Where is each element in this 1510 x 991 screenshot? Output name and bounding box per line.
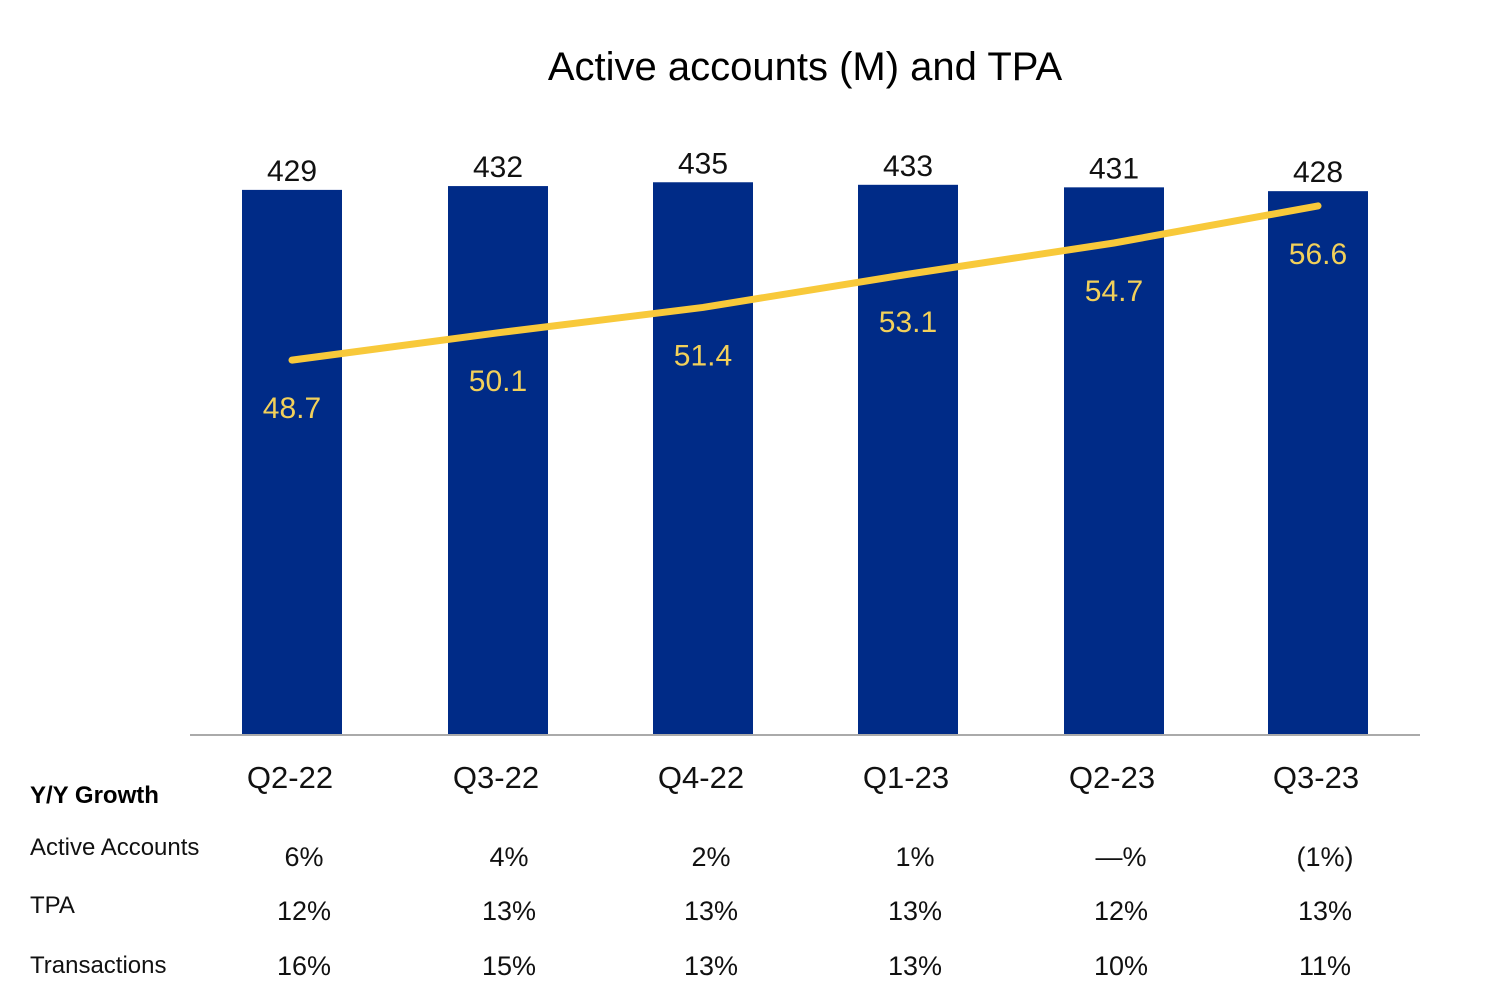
growth-value: 6% (284, 842, 323, 872)
x-tick-label: Q1-23 (863, 760, 949, 795)
tpa-label: 53.1 (879, 306, 937, 339)
x-tick-label: Q2-23 (1069, 760, 1155, 795)
growth-value: 13% (684, 951, 738, 981)
growth-value: 15% (482, 951, 536, 981)
x-tick-label: Q3-23 (1273, 760, 1359, 795)
growth-row-label: TPA (30, 892, 75, 919)
bar-label: 429 (267, 155, 317, 188)
x-tick-labels: Q2-22 Q3-22 Q4-22 Q1-23 Q2-23 Q3-23 (247, 760, 1359, 795)
growth-value: 10% (1094, 951, 1148, 981)
growth-row-label: Transactions (30, 952, 167, 979)
bar-label: 428 (1293, 156, 1343, 189)
bar-label: 432 (473, 151, 523, 184)
growth-value: 16% (277, 951, 331, 981)
tpa-label: 48.7 (263, 392, 321, 425)
growth-row-label: Active Accounts (30, 834, 199, 861)
bar-Q2-23 (1064, 187, 1164, 736)
bar-Q3-22 (448, 186, 548, 735)
growth-value: 12% (277, 896, 331, 926)
bar-Q3-23 (1268, 191, 1368, 735)
tpa-label: 50.1 (469, 365, 527, 398)
growth-value: 13% (684, 896, 738, 926)
tpa-line-layer: 48.7 50.1 51.4 53.1 54.7 56.6 (263, 202, 1347, 425)
growth-table: Y/Y Growth Active Accounts 6% 4% 2% 1% —% (1%)… (30, 782, 1354, 981)
growth-value: (1%) (1296, 842, 1353, 872)
tpa-label: 54.7 (1085, 275, 1143, 308)
bar-label: 433 (883, 150, 933, 183)
growth-value: 13% (888, 896, 942, 926)
growth-value: 13% (1298, 896, 1352, 926)
x-tick-label: Q2-22 (247, 760, 333, 795)
bar-Q2-22 (242, 189, 342, 736)
tpa-line (288, 202, 1322, 364)
bars: 429 432 435 433 431 428 (242, 147, 1368, 736)
x-tick-label: Q3-22 (453, 760, 539, 795)
x-tick-label: Q4-22 (658, 760, 744, 795)
growth-value: 13% (888, 951, 942, 981)
growth-value: —% (1095, 842, 1146, 872)
growth-table-header: Y/Y Growth (30, 782, 159, 809)
chart-title: Active accounts (M) and TPA (548, 45, 1063, 89)
tpa-label: 56.6 (1289, 238, 1347, 271)
bar-label: 435 (678, 147, 728, 180)
growth-value: 11% (1299, 951, 1351, 981)
growth-value: 12% (1094, 896, 1148, 926)
tpa-label: 51.4 (674, 339, 732, 372)
bar-Q4-22 (653, 182, 753, 735)
growth-value: 1% (895, 842, 934, 872)
growth-value: 2% (691, 842, 730, 872)
bar-label: 431 (1089, 152, 1139, 185)
growth-value: 13% (482, 896, 536, 926)
growth-value: 4% (489, 842, 528, 872)
